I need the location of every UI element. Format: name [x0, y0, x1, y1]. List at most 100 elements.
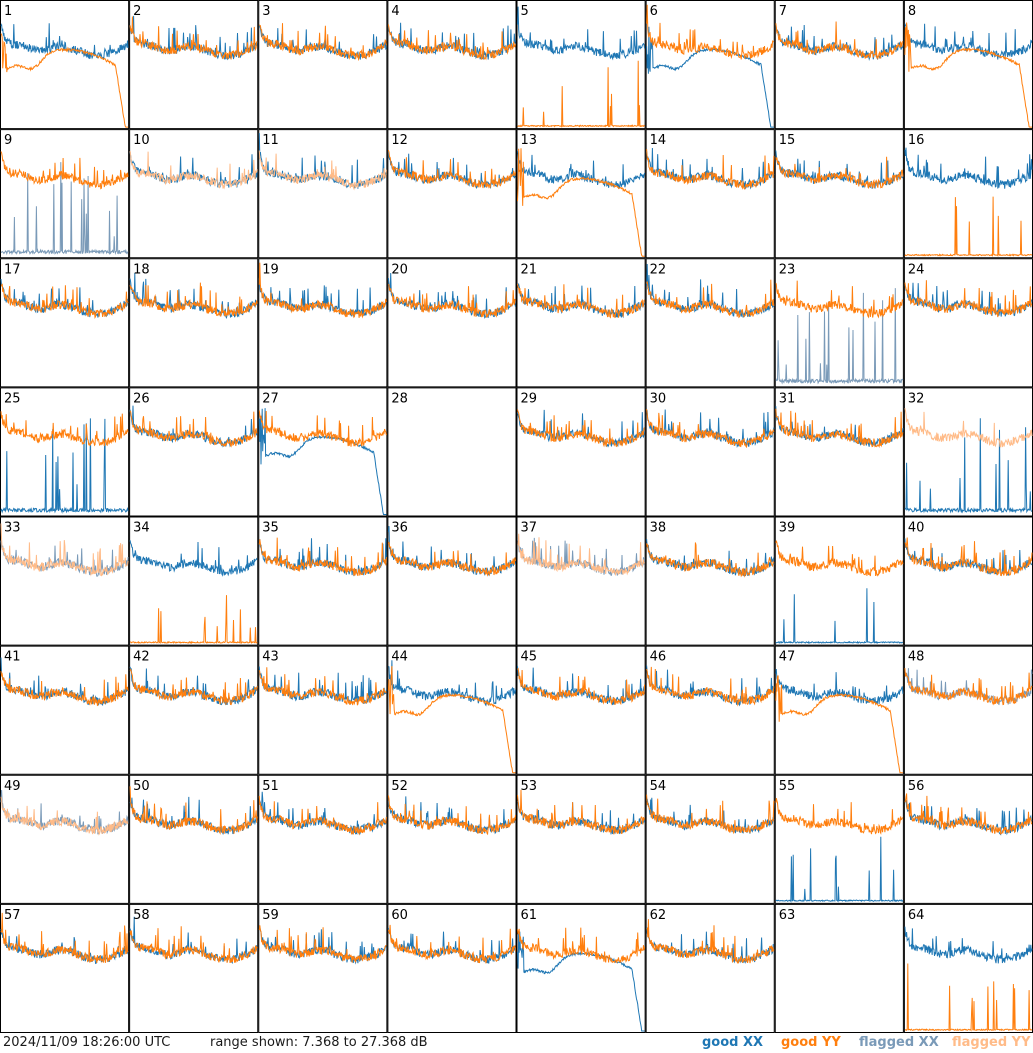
panel-label: 37: [521, 521, 538, 536]
panel-frame: [129, 129, 259, 259]
panel-frame: [258, 516, 388, 646]
panel-frame: [774, 0, 904, 130]
trace-yy: [775, 797, 904, 835]
timestamp: 2024/11/09 18:26:00 UTC: [3, 1035, 171, 1050]
panel-10: 10: [129, 129, 259, 259]
panel-28: 28: [387, 387, 517, 517]
trace-xx: [904, 418, 1033, 514]
panel-frame: [258, 903, 388, 1033]
panel-frame: [129, 903, 259, 1033]
panel-label: 47: [779, 650, 796, 665]
panel-18: 18: [129, 258, 259, 388]
panel-label: 18: [133, 262, 150, 277]
panel-31: 31: [774, 387, 904, 517]
panel-59: 59: [258, 903, 388, 1033]
panel-label: 6: [650, 4, 658, 19]
trace-yy: [517, 789, 646, 835]
panel-label: 40: [908, 521, 925, 536]
trace-yy: [646, 4, 775, 60]
trace-yy: [775, 408, 904, 448]
panel-label: 14: [650, 133, 667, 148]
panel-frame: [645, 0, 775, 130]
panel-frame: [258, 0, 388, 130]
panel-label: 32: [908, 391, 925, 406]
panel-41: 41: [0, 645, 130, 775]
panel-frame: [0, 387, 130, 517]
panel-label: 54: [650, 779, 667, 794]
panel-frame: [774, 774, 904, 904]
trace-yy: [904, 963, 1033, 1032]
panel-32: 32: [903, 387, 1033, 517]
panel-frame: [516, 129, 646, 259]
panel-2: 2: [129, 0, 259, 130]
trace-yy: [517, 927, 646, 964]
trace-yy: [1, 283, 129, 320]
panel-34: 34: [129, 516, 259, 646]
trace-yy: [0, 151, 129, 190]
panel-frame: [387, 903, 517, 1033]
trace-yy: [129, 786, 258, 835]
panel-17: 17: [0, 258, 130, 388]
panel-3: 3: [258, 0, 388, 130]
panel-11: 11: [258, 129, 388, 259]
panel-21: 21: [516, 258, 646, 388]
trace-xx: [387, 796, 516, 835]
trace-xx: [775, 836, 904, 904]
panel-label: 5: [521, 4, 529, 19]
trace-yy: [0, 796, 129, 836]
panel-label: 51: [262, 779, 279, 794]
panel-frame: [387, 774, 517, 904]
panel-frame: [774, 129, 904, 259]
trace-yy: [258, 410, 387, 447]
panel-frame: [258, 129, 388, 259]
panel-42: 42: [129, 645, 259, 775]
trace-yy: [130, 595, 258, 645]
panel-9: 9: [0, 129, 130, 259]
trace-yy: [387, 795, 516, 836]
trace-yy: [258, 925, 387, 963]
trace-yy: [258, 23, 387, 62]
legend-flagged-yy: flagged YY: [952, 1035, 1031, 1050]
panel-frame: [774, 387, 904, 517]
panel-label: 17: [4, 262, 21, 277]
trace-yy: [775, 675, 903, 774]
panel-label: 64: [908, 908, 925, 923]
legend-flagged-xx: flagged XX: [859, 1035, 939, 1050]
panel-61: 61: [516, 903, 646, 1033]
panel-label: 48: [908, 650, 925, 665]
panel-15: 15: [774, 129, 904, 259]
panel-label: 61: [521, 908, 538, 923]
panel-label: 29: [521, 391, 538, 406]
panel-49: 49: [0, 774, 130, 904]
panel-label: 31: [779, 391, 796, 406]
trace-yy: [646, 149, 775, 190]
trace-yy: [775, 21, 904, 61]
panel-frame: [129, 516, 259, 646]
panel-33: 33: [0, 516, 130, 646]
trace-xx: [646, 538, 775, 577]
trace-xx: [0, 23, 129, 60]
trace-yy: [387, 541, 516, 577]
panel-frame: [774, 645, 904, 775]
trace-yy: [387, 149, 516, 189]
panel-label: 30: [650, 391, 667, 406]
trace-yy: [775, 156, 904, 190]
trace-yy: [258, 150, 387, 191]
range-text: range shown: 7.368 to 27.368 dB: [210, 1035, 428, 1050]
panel-frame: [0, 516, 130, 646]
trace-yy: [775, 540, 904, 577]
trace-yy: [646, 279, 775, 319]
panel-frame: [387, 387, 517, 517]
panel-frame: [0, 774, 130, 904]
panel-label: 16: [908, 133, 925, 148]
panel-label: 52: [391, 779, 408, 794]
footer: 2024/11/09 18:26:00 UTC range shown: 7.3…: [0, 1033, 1033, 1053]
panel-label: 63: [779, 908, 796, 923]
trace-yy: [904, 668, 1033, 706]
panel-frame: [645, 903, 775, 1033]
panel-label: 4: [391, 4, 399, 19]
panel-13: 13: [516, 129, 646, 259]
panel-25: 25: [0, 387, 130, 517]
panel-27: 27: [258, 387, 388, 517]
panel-frame: [516, 903, 646, 1033]
